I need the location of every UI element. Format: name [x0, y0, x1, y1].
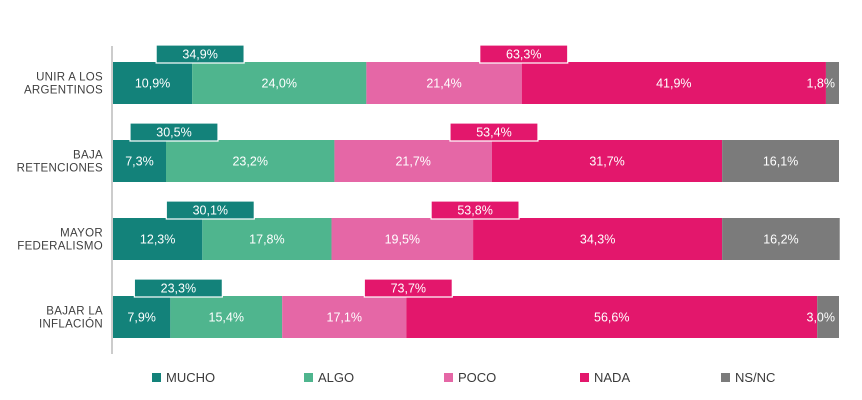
- bar-value-label: 10,9%: [135, 77, 170, 91]
- negative-total-label: 53,4%: [476, 126, 511, 140]
- category-label: FEDERALISMO: [17, 241, 103, 253]
- bar-segment-nada: [473, 218, 723, 260]
- category-label: ARGENTINOS: [24, 85, 103, 97]
- positive-total-label: 30,5%: [156, 126, 191, 140]
- legend-swatch: [721, 373, 730, 382]
- positive-total-label: 30,1%: [193, 204, 228, 218]
- legend-swatch: [304, 373, 313, 382]
- legend-label: NS/NC: [735, 370, 775, 385]
- bar-segment-nsnc: [722, 218, 840, 260]
- bar-value-label: 41,9%: [656, 77, 691, 91]
- bar-value-label: 16,1%: [763, 155, 798, 169]
- bar-segment-nada: [491, 140, 723, 182]
- bar-segment-nada: [406, 296, 818, 338]
- negative-total-box: [479, 44, 569, 64]
- bar-value-label: 7,3%: [125, 155, 154, 169]
- positive-total-label: 34,9%: [182, 48, 217, 62]
- negative-total-box: [449, 122, 539, 142]
- positive-total-box: [129, 122, 219, 142]
- bar-segment-algo: [192, 62, 367, 104]
- bar-value-label: 21,4%: [426, 77, 461, 91]
- bar-segment-mucho: [113, 140, 166, 182]
- bar-value-label: 23,2%: [232, 155, 267, 169]
- category-label: RETENCIONES: [17, 163, 103, 175]
- bar-value-label: 19,5%: [385, 233, 420, 247]
- legend-swatch: [152, 373, 161, 382]
- positive-total-box: [155, 44, 245, 64]
- negative-total-box: [430, 200, 520, 220]
- negative-total-label: 53,8%: [457, 204, 492, 218]
- bar-segment-algo: [165, 140, 335, 182]
- bar-segment-poco: [334, 140, 492, 182]
- bar-value-label: 7,9%: [127, 311, 156, 325]
- bar-segment-nada: [521, 62, 826, 104]
- bar-segment-poco: [331, 218, 474, 260]
- category-label: BAJA: [73, 150, 103, 162]
- bar-segment-poco: [282, 296, 407, 338]
- bar-segment-algo: [202, 218, 332, 260]
- legend-swatch: [580, 373, 589, 382]
- legend-swatch: [444, 373, 453, 382]
- bar-segment-nsnc: [722, 140, 839, 182]
- bar-segment-nsnc: [825, 62, 839, 104]
- legend-label: MUCHO: [166, 370, 215, 385]
- negative-total-box: [363, 278, 453, 298]
- category-label: UNIR A LOS: [36, 72, 103, 84]
- bar-segment-mucho: [113, 296, 171, 338]
- positive-total-box: [133, 278, 223, 298]
- bar-value-label: 3,0%: [807, 311, 836, 325]
- category-label: BAJAR LA: [46, 306, 103, 318]
- bar-value-label: 56,6%: [594, 311, 629, 325]
- bar-value-label: 15,4%: [209, 311, 244, 325]
- bar-value-label: 34,3%: [580, 233, 615, 247]
- negative-total-label: 73,7%: [391, 282, 426, 296]
- positive-total-box: [165, 200, 255, 220]
- bar-value-label: 16,2%: [763, 233, 798, 247]
- bar-value-label: 1,8%: [807, 77, 836, 91]
- bar-segment-mucho: [113, 62, 193, 104]
- bar-value-label: 31,7%: [589, 155, 624, 169]
- category-label: INFLACIÓN: [39, 318, 103, 331]
- bar-segment-mucho: [113, 218, 203, 260]
- bar-segment-nsnc: [817, 296, 839, 338]
- category-label: MAYOR: [60, 228, 103, 240]
- positive-total-label: 23,3%: [161, 282, 196, 296]
- bar-value-label: 12,3%: [140, 233, 175, 247]
- legend-label: POCO: [458, 370, 496, 385]
- bar-value-label: 21,7%: [395, 155, 430, 169]
- legend-label: ALGO: [318, 370, 354, 385]
- legend-label: NADA: [594, 370, 630, 385]
- bar-value-label: 17,8%: [249, 233, 284, 247]
- bar-value-label: 17,1%: [327, 311, 362, 325]
- negative-total-label: 63,3%: [506, 48, 541, 62]
- bar-value-label: 24,0%: [262, 77, 297, 91]
- bar-segment-poco: [366, 62, 522, 104]
- bar-segment-algo: [170, 296, 283, 338]
